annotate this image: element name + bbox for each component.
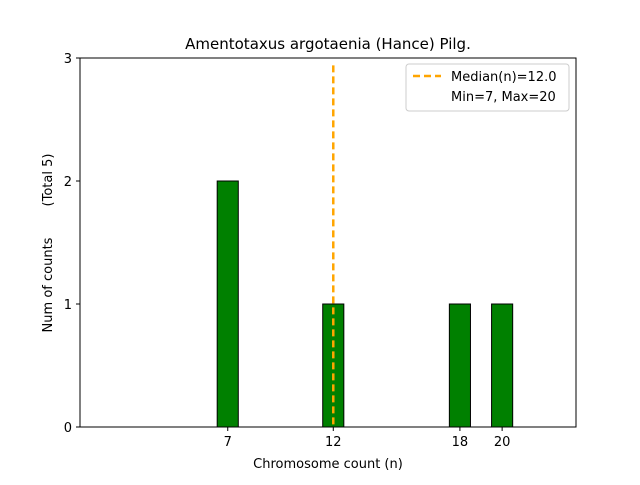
bar-20 [491,303,514,428]
plot-area-frame [79,57,577,428]
y-axis-ticks: 0 1 2 3 [64,52,80,436]
y-tick-label: 1 [64,298,72,313]
y-axis-label: Num of counts [41,237,56,332]
y-tick-label: 2 [64,175,72,190]
x-tick-label: 7 [224,435,232,450]
legend-median-label: Median(n)=12.0 [451,70,557,85]
legend: Median(n)=12.0 Min=7, Max=20 [405,63,570,112]
y-axis-total-note: (Total 5) [41,154,56,207]
x-tick-label: 20 [494,435,511,450]
bar-18 [448,303,471,428]
legend-box [405,63,570,112]
bar-7 [216,180,239,428]
x-tick-label: 18 [452,435,469,450]
y-tick-label: 0 [64,421,72,436]
x-axis-ticks: 7 12 18 20 [224,427,511,450]
x-axis-label: Chromosome count (n) [253,457,403,472]
chart-title: Amentotaxus argotaenia (Hance) Pilg. [185,35,471,53]
y-tick-label: 3 [64,52,72,67]
x-tick-label: 12 [325,435,342,450]
bars-group [216,180,514,428]
legend-minmax-label: Min=7, Max=20 [451,90,556,105]
